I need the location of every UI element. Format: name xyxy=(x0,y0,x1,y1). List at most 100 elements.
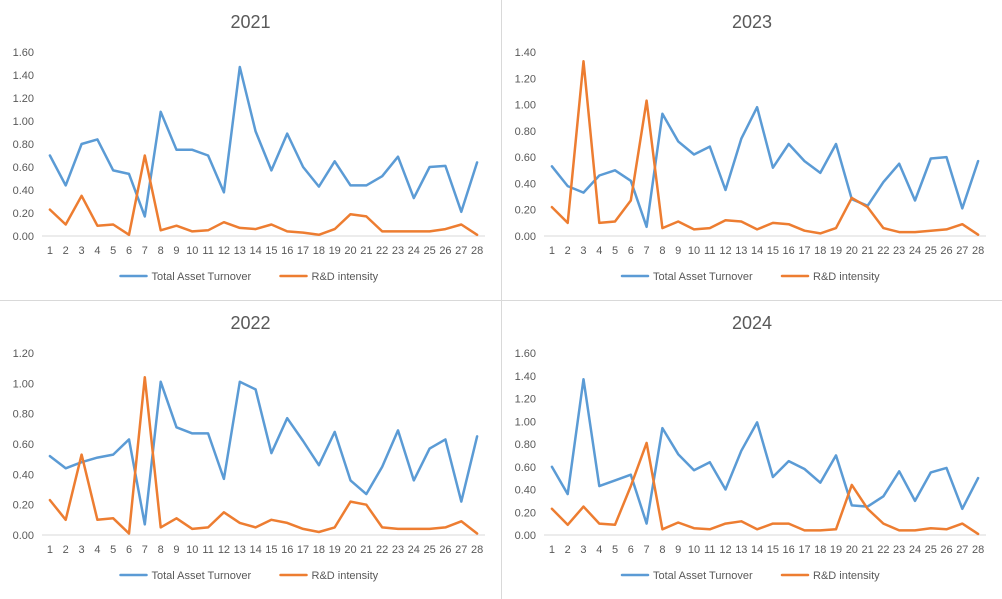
x-tick-label: 18 xyxy=(313,245,325,257)
x-tick-label: 3 xyxy=(78,245,84,257)
x-tick-label: 10 xyxy=(688,544,700,556)
y-tick-label: 0.40 xyxy=(13,469,34,481)
x-tick-label: 17 xyxy=(297,245,309,257)
y-tick-label: 0.60 xyxy=(13,162,34,174)
legend-label: R&D intensity xyxy=(813,271,880,283)
chart-title: 2023 xyxy=(732,12,772,32)
x-tick-label: 22 xyxy=(877,544,889,556)
y-tick-label: 0.80 xyxy=(13,409,34,421)
x-tick-label: 4 xyxy=(94,245,100,257)
x-tick-label: 27 xyxy=(956,245,968,257)
x-tick-label: 6 xyxy=(126,544,132,556)
x-tick-label: 8 xyxy=(659,544,665,556)
x-tick-label: 28 xyxy=(471,544,483,556)
horizontal-divider xyxy=(0,300,1002,301)
x-tick-label: 14 xyxy=(751,544,763,556)
y-tick-label: 0.20 xyxy=(515,507,536,519)
x-tick-label: 17 xyxy=(297,544,309,556)
y-tick-label: 0.00 xyxy=(515,530,536,542)
y-tick-label: 0.00 xyxy=(13,231,34,243)
x-tick-label: 14 xyxy=(249,245,261,257)
series-line-rd-intensity xyxy=(550,59,980,236)
x-tick-label: 19 xyxy=(830,245,842,257)
x-tick-label: 4 xyxy=(94,544,100,556)
y-tick-label: 1.20 xyxy=(13,93,34,105)
x-tick-label: 16 xyxy=(783,245,795,257)
x-tick-label: 20 xyxy=(344,544,356,556)
x-tick-label: 2 xyxy=(63,245,69,257)
x-tick-label: 13 xyxy=(735,245,747,257)
x-tick-label: 9 xyxy=(173,245,179,257)
x-tick-label: 25 xyxy=(925,544,937,556)
chart-title: 2022 xyxy=(230,313,270,333)
x-tick-label: 13 xyxy=(234,245,246,257)
x-tick-label: 7 xyxy=(142,544,148,556)
x-tick-label: 23 xyxy=(392,245,404,257)
x-tick-label: 5 xyxy=(612,544,618,556)
legend-label: Total Asset Turnover xyxy=(152,570,252,582)
x-tick-label: 2 xyxy=(565,245,571,257)
x-tick-label: 10 xyxy=(186,544,198,556)
x-tick-label: 9 xyxy=(675,245,681,257)
x-tick-label: 18 xyxy=(313,544,325,556)
x-tick-label: 12 xyxy=(218,544,230,556)
y-tick-label: 0.40 xyxy=(515,485,536,497)
x-tick-label: 19 xyxy=(329,544,341,556)
x-tick-label: 23 xyxy=(392,544,404,556)
series-line-rd-intensity xyxy=(48,376,479,535)
y-tick-label: 1.00 xyxy=(515,416,536,428)
x-tick-label: 21 xyxy=(360,245,372,257)
x-tick-label: 27 xyxy=(956,544,968,556)
x-tick-label: 15 xyxy=(767,245,779,257)
y-tick-label: 1.40 xyxy=(515,47,536,59)
x-tick-label: 26 xyxy=(439,544,451,556)
x-tick-label: 10 xyxy=(688,245,700,257)
x-tick-label: 22 xyxy=(376,245,388,257)
x-tick-label: 23 xyxy=(893,245,905,257)
x-tick-label: 14 xyxy=(751,245,763,257)
x-tick-label: 28 xyxy=(972,245,984,257)
y-tick-label: 1.40 xyxy=(515,371,536,383)
legend-label: Total Asset Turnover xyxy=(653,570,753,582)
y-tick-label: 1.60 xyxy=(515,348,536,360)
x-tick-label: 25 xyxy=(925,245,937,257)
x-tick-label: 20 xyxy=(344,245,356,257)
y-tick-label: 0.20 xyxy=(13,500,34,512)
y-tick-label: 1.00 xyxy=(13,378,34,390)
chart-2021: 20210.000.200.400.600.801.001.201.401.60… xyxy=(13,12,485,283)
series-line-total-asset-turnover xyxy=(550,377,980,525)
x-tick-label: 13 xyxy=(735,544,747,556)
x-tick-label: 17 xyxy=(798,544,810,556)
x-tick-label: 5 xyxy=(110,544,116,556)
y-tick-label: 0.20 xyxy=(515,205,536,217)
x-tick-label: 15 xyxy=(767,544,779,556)
x-tick-label: 21 xyxy=(861,245,873,257)
y-tick-label: 1.00 xyxy=(515,100,536,112)
y-tick-label: 0.80 xyxy=(515,126,536,138)
y-tick-label: 1.00 xyxy=(13,116,34,128)
chart-title: 2021 xyxy=(230,12,270,32)
x-tick-label: 23 xyxy=(893,544,905,556)
series-line-total-asset-turnover xyxy=(48,65,479,218)
legend-label: R&D intensity xyxy=(813,570,880,582)
x-tick-label: 22 xyxy=(376,544,388,556)
y-tick-label: 0.60 xyxy=(515,152,536,164)
x-tick-label: 24 xyxy=(408,245,420,257)
x-tick-label: 5 xyxy=(110,245,116,257)
x-tick-label: 15 xyxy=(265,245,277,257)
y-tick-label: 1.40 xyxy=(13,70,34,82)
y-tick-label: 0.80 xyxy=(13,139,34,151)
x-tick-label: 12 xyxy=(719,544,731,556)
x-tick-label: 1 xyxy=(47,544,53,556)
x-tick-label: 11 xyxy=(202,544,213,556)
chart-2024: 20240.000.200.400.600.801.001.201.401.60… xyxy=(515,313,986,582)
legend-label: R&D intensity xyxy=(312,570,379,582)
y-tick-label: 1.20 xyxy=(13,348,34,360)
legend-label: Total Asset Turnover xyxy=(152,271,252,283)
x-tick-label: 6 xyxy=(628,544,634,556)
x-tick-label: 3 xyxy=(580,245,586,257)
y-tick-label: 1.60 xyxy=(13,47,34,59)
y-tick-label: 0.20 xyxy=(13,208,34,220)
x-tick-label: 16 xyxy=(281,544,293,556)
